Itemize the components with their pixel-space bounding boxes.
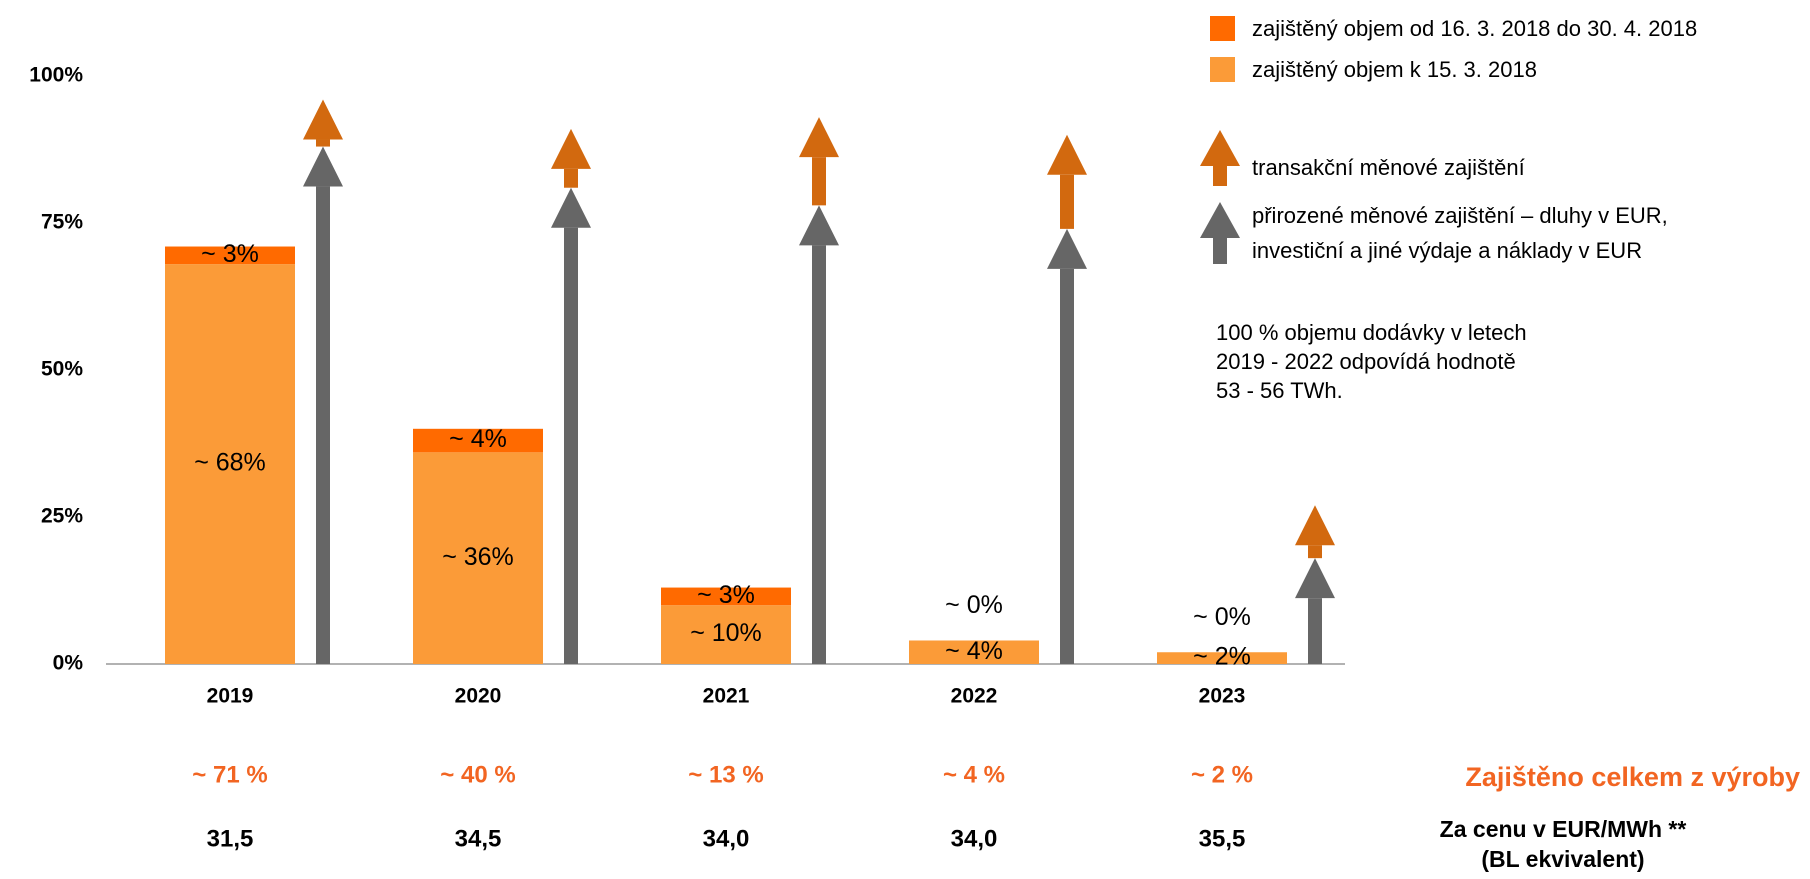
y-tick-label: 0% [53,652,84,675]
y-tick-label: 75% [41,211,83,234]
legend-label: transakční měnové zajištění [1252,155,1525,180]
legend-arrow-head [1200,202,1240,238]
bar-value-label: ~ 4% [449,425,507,453]
arrow-head [551,128,591,169]
arrow-head [551,187,591,228]
price-label: 34,0 [703,825,750,852]
arrow-head [303,99,343,140]
bar-segment [165,264,295,664]
note: 100 % objemu dodávky v letech 2019 - 202… [1216,320,1527,403]
y-tick-label: 100% [29,64,83,87]
legend-arrow-shaft [1213,165,1227,186]
arrow-shaft [564,168,578,188]
legend-swatch [1210,57,1235,82]
x-tick-label: 2022 [951,685,998,708]
total-label: ~ 4 % [943,761,1005,788]
arrow-shaft [316,186,330,664]
arrow-shaft [564,227,578,664]
bar-value-label: ~ 2% [1193,643,1251,671]
arrow-head [1047,134,1087,175]
legend-swatch [1210,16,1235,41]
legend-label: zajištěný objem k 15. 3. 2018 [1252,57,1537,82]
prices-title: Za cenu v EUR/MWh ** [1440,816,1687,842]
arrow-shaft [812,157,826,206]
arrow-head [1047,228,1087,269]
arrow-shaft [1060,268,1074,664]
arrow [799,117,839,206]
y-tick-label: 50% [41,358,83,381]
x-tick-label: 2020 [455,685,502,708]
y-tick-label: 25% [41,505,83,528]
total-label: ~ 71 % [192,761,267,788]
bar-value-label: ~ 4% [945,637,1003,665]
total-label: ~ 2 % [1191,761,1253,788]
arrow [1047,134,1087,229]
bar-segment [413,452,543,664]
bar-segment [661,587,791,606]
arrow-head [1295,558,1335,599]
bar-segment [1157,652,1287,664]
legend-arrow-shaft [1213,237,1227,264]
arrow-head [1295,505,1335,546]
bar-value-label: ~ 3% [697,581,755,609]
arrow [551,128,591,188]
bar-segment [661,605,791,664]
bar-value-label: ~ 0% [1193,603,1251,631]
price-label: 31,5 [207,825,254,852]
arrow-head [303,146,343,187]
x-tick-label: 2023 [1199,685,1246,708]
bar-value-label: ~ 68% [194,449,266,477]
arrow-shaft [1060,174,1074,229]
x-tick-label: 2019 [207,685,254,708]
price-label: 35,5 [1199,825,1246,852]
arrow [303,146,343,664]
arrow [1295,558,1335,664]
legend-label: přirozené měnové zajištění – dluhy v EUR… [1252,203,1668,263]
bar-segment [909,640,1039,664]
totals-title: Zajištěno celkem z výroby [1465,762,1800,792]
arrow [1295,505,1335,559]
arrow [303,99,343,147]
arrow-shaft [1308,598,1322,664]
legend-arrow-head [1200,130,1240,166]
bar-value-label: ~ 36% [442,543,514,571]
prices-title: (BL ekvivalent) [1481,846,1644,872]
arrow-shaft [1308,545,1322,559]
arrow-head [799,205,839,246]
arrow-shaft [812,245,826,665]
arrow-head [799,117,839,158]
bar-value-label: ~ 3% [201,240,259,268]
price-label: 34,0 [951,825,998,852]
arrow [799,205,839,665]
bar-segment [413,428,543,453]
bar-segment [165,246,295,265]
arrow-shaft [316,139,330,147]
arrow [1047,228,1087,664]
bar-value-label: ~ 10% [690,619,762,647]
price-label: 34,5 [455,825,502,852]
total-label: ~ 40 % [440,761,515,788]
x-tick-label: 2021 [703,685,750,708]
legend-label: zajištěný objem od 16. 3. 2018 do 30. 4.… [1252,16,1697,41]
total-label: ~ 13 % [688,761,763,788]
arrow [551,187,591,664]
bar-value-label: ~ 0% [945,591,1003,619]
